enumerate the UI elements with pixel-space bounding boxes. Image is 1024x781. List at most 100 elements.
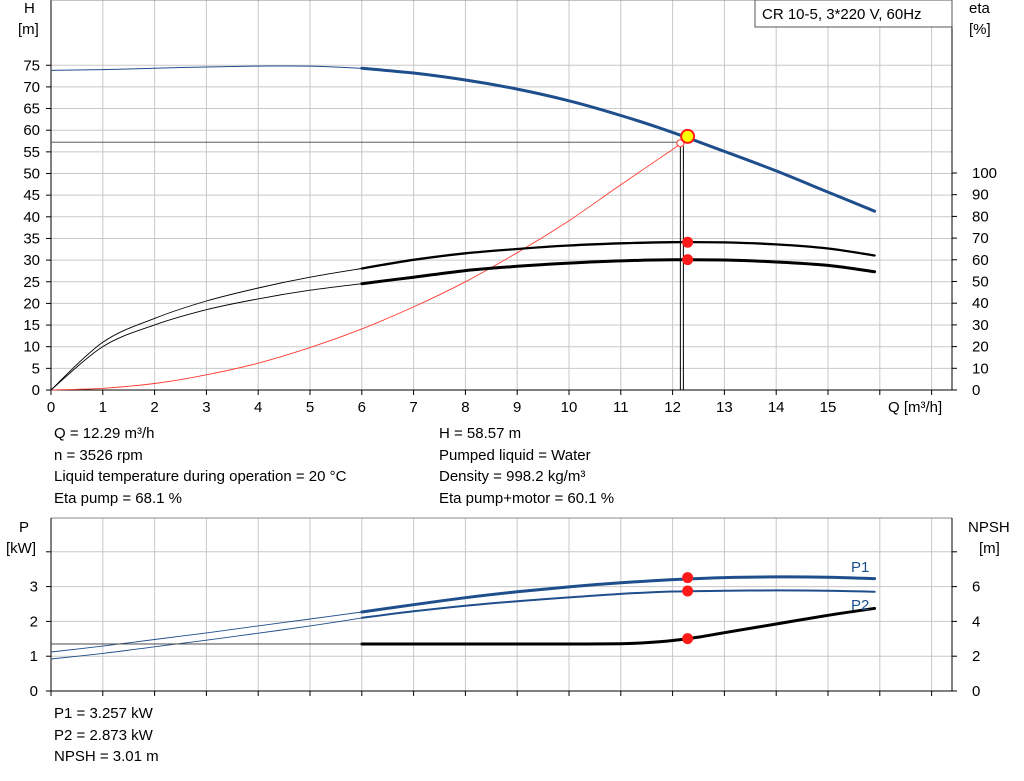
info-q: Q = 12.29 m³/h [54, 425, 155, 442]
power-chart-series [50, 572, 877, 660]
series-label-p2: P2 [851, 597, 869, 614]
y-left-tick-label: 0 [32, 382, 40, 399]
power-tick-label: 0 [30, 683, 38, 700]
x-tick-label: 5 [306, 399, 314, 416]
x-tick-label: 7 [409, 399, 417, 416]
duty-info-left: Q = 12.29 m³/h n = 3526 rpm Liquid tempe… [54, 423, 346, 509]
y-left-tick-label: 20 [23, 295, 40, 312]
x-tick-label: 3 [202, 399, 210, 416]
power-tick-label: 3 [30, 579, 38, 596]
duty-info-bottom: P1 = 3.257 kW P2 = 2.873 kW NPSH = 3.01 … [54, 703, 159, 768]
info-density: Density = 998.2 kg/m³ [439, 468, 586, 485]
head-chart-series [50, 65, 877, 391]
info-eta-pump: Eta pump = 68.1 % [54, 489, 182, 507]
head-curve [360, 66, 877, 213]
p2-curve [360, 589, 876, 619]
y-right-tick-label: 70 [972, 230, 989, 247]
npsh-axis-symbol: NPSH [968, 519, 1010, 536]
y-left-tick-label: 25 [23, 274, 40, 291]
x-tick-label: 8 [461, 399, 469, 416]
y-right-tick-label: 30 [972, 317, 989, 334]
x-tick-label: 2 [150, 399, 158, 416]
npsh-tick-label: 6 [972, 579, 980, 596]
power-chart-axes [46, 517, 957, 696]
y-left-label-symbol: H [24, 0, 35, 17]
eta-total-point [682, 254, 694, 266]
eta-total-curve [360, 258, 877, 286]
y-right-tick-label: 0 [972, 382, 980, 399]
x-tick-label: 9 [513, 399, 521, 416]
x-tick-label: 0 [47, 399, 55, 416]
x-tick-label: 1 [99, 399, 107, 416]
chart-title: CR 10-5, 3*220 V, 60Hz [762, 6, 922, 23]
y-right-tick-label: 40 [972, 295, 989, 312]
info-p2: P2 = 2.873 kW [54, 726, 153, 744]
eta-pump-point [682, 236, 694, 248]
system-curve [50, 143, 681, 391]
head-efficiency-chart: 0 1 2 3 4 5 6 7 8 9 10 11 12 13 14 15051015202530354045… [23, 0, 997, 416]
power-npsh-chart: 0 1 2 3 0 2 4 6 [30, 517, 981, 700]
npsh-tick-label: 4 [972, 613, 980, 630]
x-tick-label: 4 [254, 399, 262, 416]
npsh-curve [360, 606, 877, 646]
head-chart-grid [51, 0, 952, 390]
y-right-tick-label: 50 [972, 274, 989, 291]
y-left-tick-label: 70 [23, 79, 40, 96]
info-temperature: Liquid temperature during operation = 20… [54, 468, 347, 485]
y-right-tick-label: 80 [972, 208, 989, 225]
info-head: H = 58.57 m [439, 425, 522, 442]
power-tick-label: 2 [30, 613, 38, 630]
y-left-tick-label: 50 [23, 166, 40, 183]
x-tick-label: 12 [664, 399, 681, 416]
y-right-tick-label: 10 [972, 360, 989, 377]
y-right-tick-label: 100 [972, 165, 997, 182]
p2-point [682, 585, 694, 597]
npsh-tick-label: 0 [972, 683, 980, 700]
x-tick-label: 15 [820, 399, 837, 416]
x-tick-label: 14 [768, 399, 785, 416]
power-axis-unit: [kW] [6, 540, 36, 557]
p2-curve-extrapolated [50, 617, 362, 660]
npsh-axis-unit: [m] [979, 540, 1000, 557]
power-axis-symbol: P [19, 519, 29, 536]
power-chart-grid [51, 518, 952, 691]
p1-curve-extrapolated [50, 611, 362, 653]
x-tick-label: 6 [358, 399, 366, 416]
eta-pump-curve [360, 240, 876, 270]
y-right-tick-label: 20 [972, 339, 989, 356]
duty-point-marker [680, 128, 696, 144]
x-axis-label: Q [m³/h] [888, 399, 942, 416]
head-chart-labels: 0 1 2 3 4 5 6 7 8 9 10 11 12 13 14 15051015202530354045… [23, 57, 997, 416]
y-left-tick-label: 30 [23, 252, 40, 269]
y-left-tick-label: 75 [23, 57, 40, 74]
head-curve-extrapolated [50, 65, 362, 71]
y-left-tick-label: 35 [23, 230, 40, 247]
power-chart-labels: 0 1 2 3 0 2 4 6 [30, 579, 981, 700]
info-eta-total: Eta pump+motor = 60.1 % [439, 489, 615, 507]
y-left-tick-label: 15 [23, 317, 40, 334]
title-box [754, 0, 953, 28]
head-chart-axes [46, 0, 957, 395]
y-left-tick-label: 60 [23, 122, 40, 139]
y-left-tick-label: 10 [23, 339, 40, 356]
power-tick-label: 1 [30, 648, 38, 665]
info-liquid: Pumped liquid = Water [439, 446, 591, 464]
eta-pump-curve-extrapolated [50, 268, 362, 391]
x-tick-label: 11 [613, 399, 629, 416]
y-right-label-symbol: eta [969, 0, 991, 17]
npsh-point [682, 633, 694, 645]
y-left-tick-label: 40 [23, 209, 40, 226]
y-left-tick-label: 55 [23, 144, 40, 161]
y-left-tick-label: 45 [23, 187, 40, 204]
info-speed: n = 3526 rpm [54, 446, 143, 464]
p1-curve [360, 575, 877, 614]
series-label-p1: P1 [851, 559, 869, 576]
x-tick-label: 13 [716, 399, 733, 416]
x-tick-label: 10 [561, 399, 578, 416]
npsh-tick-label: 2 [972, 648, 980, 665]
info-p1: P1 = 3.257 kW [54, 705, 153, 722]
eta-total-curve-extrapolated [50, 283, 362, 391]
y-left-label-unit: [m] [18, 21, 39, 38]
y-right-label-unit: [%] [969, 21, 991, 38]
